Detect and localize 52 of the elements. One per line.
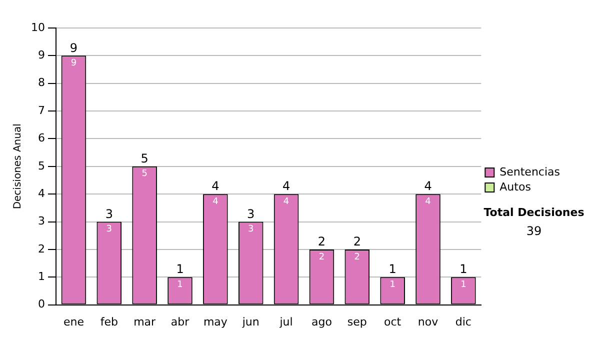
y-tick-label: 8 bbox=[38, 76, 45, 90]
x-tick-label: sep bbox=[347, 315, 367, 328]
x-tick-label: abr bbox=[170, 315, 190, 328]
total-label: 4 bbox=[424, 179, 432, 194]
text: Total Decisiones bbox=[484, 206, 585, 219]
data-label: 2 bbox=[318, 252, 325, 262]
y-tick-label: 9 bbox=[38, 48, 45, 62]
data-label: 4 bbox=[425, 196, 432, 207]
total-label: 4 bbox=[212, 179, 220, 194]
legend-label: Sentencias bbox=[500, 165, 560, 178]
total-label: 4 bbox=[282, 179, 290, 194]
x-tick-label: mar bbox=[134, 315, 156, 328]
y-tick-label: 0 bbox=[38, 298, 45, 311]
total-label: 2 bbox=[353, 234, 361, 249]
total-label: 9 bbox=[70, 40, 78, 55]
y-tick-label: 3 bbox=[38, 214, 45, 228]
text: 39 bbox=[526, 224, 542, 238]
y-tick-label: 6 bbox=[38, 132, 45, 145]
y-axis-title: Decisiones Anual bbox=[12, 124, 24, 210]
total-label: 1 bbox=[460, 262, 468, 276]
data-label: 1 bbox=[177, 280, 183, 290]
y-tick-label: 1 bbox=[38, 270, 45, 283]
y-tick-label: 7 bbox=[38, 104, 45, 117]
total-label: 2 bbox=[318, 234, 326, 249]
data-label: 5 bbox=[142, 169, 148, 180]
y-tick-label: 10 bbox=[30, 20, 45, 34]
x-tick-label: jun bbox=[241, 315, 260, 328]
data-label: 3 bbox=[248, 224, 254, 235]
total-label: 5 bbox=[140, 152, 148, 166]
y-tick-label: 2 bbox=[38, 242, 45, 256]
x-tick-label: ene bbox=[63, 315, 84, 328]
x-tick-label: nov bbox=[418, 315, 439, 328]
data-label: 2 bbox=[354, 252, 360, 262]
data-label: 1 bbox=[460, 280, 466, 290]
total-label: 3 bbox=[247, 206, 255, 221]
total-label: 1 bbox=[176, 262, 184, 276]
data-label: 3 bbox=[106, 224, 112, 235]
data-label: 4 bbox=[212, 196, 219, 207]
data-label: 1 bbox=[390, 280, 396, 290]
legend-label: Autos bbox=[500, 180, 532, 194]
x-tick-label: ago bbox=[311, 315, 332, 328]
data-label: 4 bbox=[283, 196, 290, 207]
total-label: 1 bbox=[388, 262, 396, 276]
y-tick-label: 5 bbox=[38, 159, 45, 172]
x-tick-label: jul bbox=[278, 315, 293, 328]
x-tick-label: feb bbox=[100, 315, 118, 328]
x-tick-label: dic bbox=[455, 315, 472, 328]
data-label: 9 bbox=[70, 58, 77, 69]
x-tick-label: oct bbox=[384, 315, 402, 328]
x-tick-label: may bbox=[203, 315, 228, 328]
y-tick-label: 4 bbox=[38, 186, 45, 200]
total-label: 3 bbox=[105, 206, 113, 221]
